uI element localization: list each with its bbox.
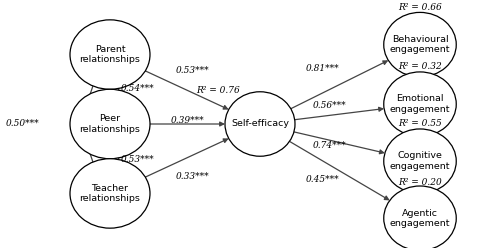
- FancyArrowPatch shape: [86, 80, 96, 168]
- Text: 0.39***: 0.39***: [170, 116, 204, 125]
- Ellipse shape: [70, 89, 150, 159]
- Text: Self-efficacy: Self-efficacy: [231, 120, 289, 128]
- FancyArrowPatch shape: [117, 152, 120, 165]
- Text: 0.50***: 0.50***: [6, 120, 40, 128]
- Text: Agentic
engagement: Agentic engagement: [390, 209, 450, 228]
- Text: R² = 0.55: R² = 0.55: [398, 120, 442, 128]
- Ellipse shape: [384, 186, 456, 248]
- Text: Teacher
relationships: Teacher relationships: [80, 184, 140, 203]
- Ellipse shape: [225, 92, 295, 156]
- Text: Cognitive
engagement: Cognitive engagement: [390, 152, 450, 171]
- Ellipse shape: [70, 159, 150, 228]
- Text: 0.56***: 0.56***: [313, 101, 347, 110]
- Text: 0.81***: 0.81***: [306, 64, 340, 73]
- Ellipse shape: [384, 12, 456, 77]
- Text: R² = 0.20: R² = 0.20: [398, 178, 442, 187]
- FancyArrowPatch shape: [146, 139, 228, 177]
- Text: Behavioural
engagement: Behavioural engagement: [390, 35, 450, 54]
- Text: R² = 0.66: R² = 0.66: [398, 3, 442, 12]
- FancyArrowPatch shape: [291, 61, 387, 109]
- FancyArrowPatch shape: [294, 132, 384, 154]
- FancyArrowPatch shape: [294, 107, 382, 120]
- Ellipse shape: [384, 72, 456, 136]
- Ellipse shape: [384, 129, 456, 193]
- FancyArrowPatch shape: [150, 122, 224, 126]
- Text: Emotional
engagement: Emotional engagement: [390, 94, 450, 114]
- Text: 0.33***: 0.33***: [176, 172, 210, 181]
- Text: R² = 0.76: R² = 0.76: [196, 86, 240, 95]
- Text: 0.53***: 0.53***: [176, 66, 210, 75]
- FancyArrowPatch shape: [117, 83, 120, 96]
- Text: 0.54***: 0.54***: [120, 84, 154, 93]
- Text: R² = 0.32: R² = 0.32: [398, 62, 442, 71]
- Text: Peer
relationships: Peer relationships: [80, 114, 140, 134]
- Text: 0.74***: 0.74***: [313, 141, 347, 150]
- Text: Parent
relationships: Parent relationships: [80, 45, 140, 64]
- Text: 0.53***: 0.53***: [120, 155, 154, 164]
- FancyArrowPatch shape: [146, 71, 228, 109]
- Ellipse shape: [70, 20, 150, 89]
- FancyArrowPatch shape: [290, 141, 388, 200]
- Text: 0.45***: 0.45***: [306, 175, 340, 184]
